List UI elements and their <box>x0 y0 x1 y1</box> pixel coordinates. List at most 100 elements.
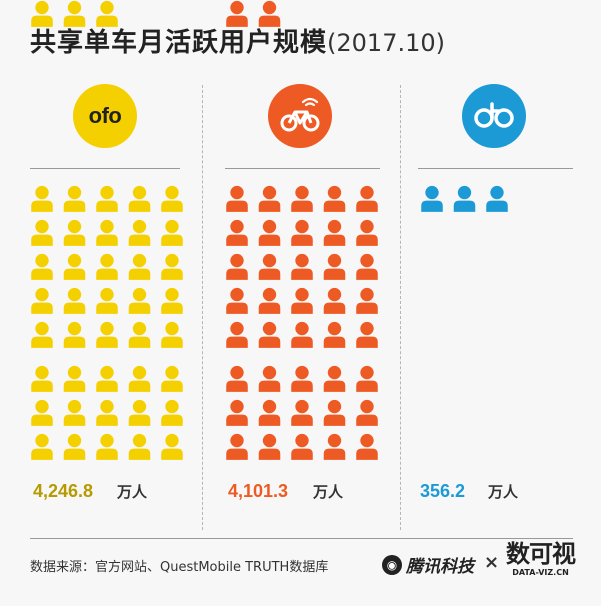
person-icon <box>323 321 346 348</box>
ofo-logo-text: ofo <box>88 103 122 128</box>
column-divider <box>202 85 203 530</box>
person-icon <box>161 219 183 246</box>
logo-underline <box>225 168 380 169</box>
person-icon <box>258 433 281 460</box>
column-divider <box>400 85 401 530</box>
person-icon <box>356 185 378 212</box>
person-icon <box>323 287 346 314</box>
person-icon <box>421 185 443 212</box>
tencent-logo-icon: ◉ <box>382 554 402 575</box>
person-icon <box>323 365 346 392</box>
person-icon <box>161 365 183 392</box>
person-icon <box>128 365 151 392</box>
person-icon <box>291 185 313 212</box>
person-icon <box>128 321 151 348</box>
person-icon <box>258 219 281 246</box>
person-icon <box>63 0 86 27</box>
person-icon <box>356 287 378 314</box>
mobike-value: 4,101.3 <box>228 481 289 501</box>
collab-times: × <box>484 552 500 573</box>
data-source: 数据来源：官方网站、QuestMobile TRUTH数据库 <box>30 560 329 575</box>
title-main: 共享单车月活跃用户规模 <box>30 28 328 58</box>
hello-bike-icon <box>462 84 526 148</box>
person-icon <box>63 365 86 392</box>
person-icon <box>63 219 86 246</box>
person-icon <box>96 399 118 426</box>
person-icon <box>63 185 86 212</box>
footer-divider <box>30 538 573 539</box>
person-icon <box>31 399 53 426</box>
person-icon <box>96 0 118 27</box>
person-icon <box>63 253 86 280</box>
person-icon <box>226 365 248 392</box>
person-icon <box>96 433 118 460</box>
person-icon <box>128 253 151 280</box>
person-icon <box>31 219 53 246</box>
chart-title: 共享单车月活跃用户规模(2017.10) <box>30 22 445 59</box>
person-icon <box>31 287 53 314</box>
person-icon <box>96 321 118 348</box>
person-icon <box>323 399 346 426</box>
person-icon <box>323 433 346 460</box>
person-icon <box>356 321 378 348</box>
person-icon <box>258 287 281 314</box>
bike-wifi-icon <box>268 84 332 148</box>
person-icon <box>63 287 86 314</box>
person-icon <box>63 433 86 460</box>
person-icon <box>258 185 281 212</box>
person-icon <box>323 185 346 212</box>
person-icon <box>356 219 378 246</box>
person-icon <box>161 321 183 348</box>
person-icon <box>161 287 183 314</box>
person-icon <box>291 287 313 314</box>
person-icon <box>96 365 118 392</box>
person-icon <box>258 253 281 280</box>
logo-underline <box>30 168 180 169</box>
person-icon <box>226 219 248 246</box>
hellobike-value: 356.2 <box>420 481 466 501</box>
person-icon <box>161 399 183 426</box>
person-icon <box>356 399 378 426</box>
person-icon <box>258 321 281 348</box>
bike-icon <box>280 97 320 132</box>
person-icon <box>128 433 151 460</box>
person-icon <box>291 433 313 460</box>
person-icon <box>356 365 378 392</box>
person-icon <box>291 253 313 280</box>
person-icon <box>31 0 53 27</box>
person-icon <box>258 0 281 27</box>
person-icon <box>31 321 53 348</box>
hellobike-icon <box>474 102 514 128</box>
dataviz-name: 数可视 <box>506 540 576 568</box>
person-icon <box>226 185 248 212</box>
logo-underline <box>418 168 573 169</box>
person-icon <box>291 321 313 348</box>
person-icon <box>128 185 151 212</box>
person-icon <box>226 253 248 280</box>
ofo-value: 4,246.8 <box>33 481 94 501</box>
hellobike-unit: 万人 <box>488 483 519 501</box>
person-icon <box>31 365 53 392</box>
mobike-unit: 万人 <box>313 483 344 501</box>
tencent-tech-logo: ◉ 腾讯科技 <box>382 552 474 577</box>
person-icon <box>128 287 151 314</box>
person-icon <box>161 185 183 212</box>
person-icon <box>323 253 346 280</box>
tencent-tech-label: 腾讯科技 <box>406 557 474 577</box>
person-icon <box>96 253 118 280</box>
person-icon <box>161 253 183 280</box>
person-icon <box>291 219 313 246</box>
person-icon <box>226 433 248 460</box>
person-icon <box>453 185 476 212</box>
person-icon <box>31 185 53 212</box>
person-icon <box>291 365 313 392</box>
person-icon <box>226 399 248 426</box>
person-icon <box>226 0 248 27</box>
dataviz-logo: 数可视 DATA-VIZ.CN <box>506 540 576 577</box>
person-icon <box>161 433 183 460</box>
dataviz-url: DATA-VIZ.CN <box>512 568 569 577</box>
person-icon <box>258 365 281 392</box>
person-icon <box>291 399 313 426</box>
person-icon <box>31 253 53 280</box>
